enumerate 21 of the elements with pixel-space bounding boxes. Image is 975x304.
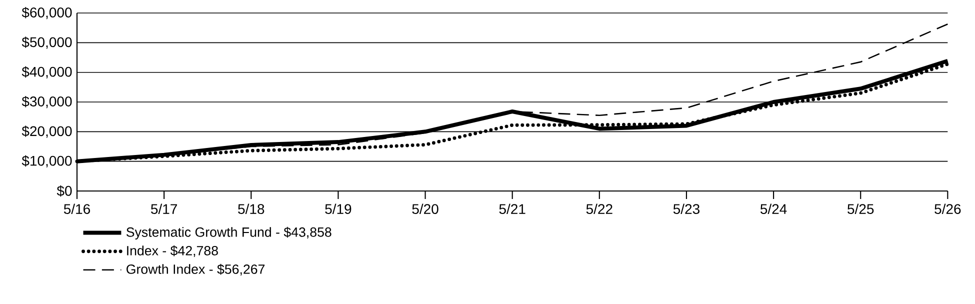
y-tick-label: $30,000 (22, 96, 72, 108)
legend-label: Growth Index - $56,267 (126, 264, 265, 276)
y-tick-label: $60,000 (22, 6, 72, 20)
x-tick-label: 5/24 (760, 204, 787, 214)
x-tick-label: 5/23 (673, 204, 700, 214)
y-tick-label: $50,000 (22, 36, 72, 49)
x-tick-label: 5/22 (586, 204, 612, 214)
x-tick-label: 5/17 (151, 204, 177, 214)
x-tick-label: 5/26 (934, 204, 961, 214)
x-tick-label: 5/19 (325, 204, 352, 214)
legend-label: Systematic Growth Fund - $43,858 (126, 226, 332, 240)
x-tick-label: 5/25 (848, 204, 874, 214)
y-tick-label: $10,000 (22, 155, 72, 168)
x-tick-label: 5/21 (499, 204, 526, 214)
x-tick-label: 5/20 (412, 204, 438, 214)
x-tick-label: 5/18 (238, 204, 264, 214)
y-tick-label: $40,000 (22, 66, 72, 78)
legend-label: Index - $42,788 (127, 245, 218, 257)
y-tick-label: $0 (56, 185, 72, 197)
x-tick-label: 5/16 (64, 204, 90, 214)
y-tick-label: $20,000 (22, 126, 72, 138)
